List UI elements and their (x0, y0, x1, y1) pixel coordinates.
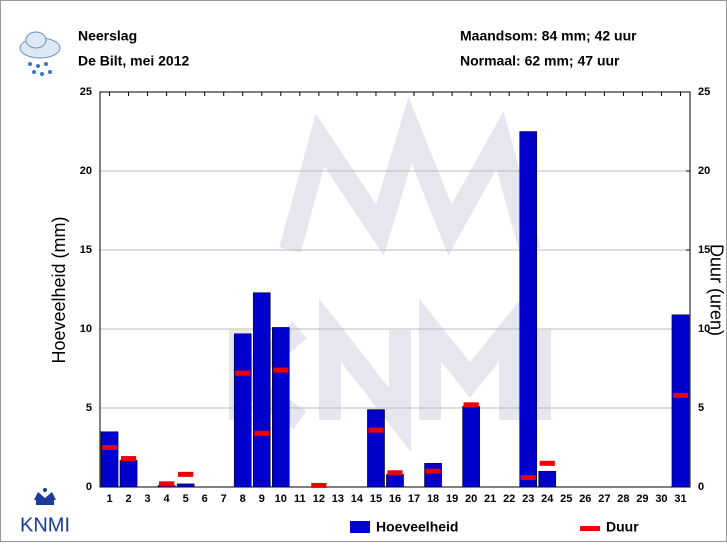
bar (272, 327, 289, 487)
x-tick-label: 1 (106, 493, 112, 505)
x-tick-label: 5 (183, 493, 189, 505)
x-tick-label: 28 (617, 493, 629, 505)
x-tick-label: 21 (484, 493, 496, 505)
y2-tick-label: 20 (698, 165, 710, 177)
duration-mark (102, 445, 117, 450)
y-tick-label: 10 (80, 323, 92, 335)
x-tick-label: 24 (541, 493, 554, 505)
x-tick-label: 3 (145, 493, 151, 505)
x-tick-label: 9 (259, 493, 265, 505)
legend-label: Hoeveelheid (376, 519, 458, 535)
bar (463, 406, 480, 487)
chart: KNMI Neerslag De Bilt, mei 2012 Maandsom… (0, 0, 727, 542)
y-tick-label: 25 (80, 86, 92, 98)
y2-tick-label: 25 (698, 86, 710, 98)
x-tick-label: 8 (240, 493, 246, 505)
y2-tick-label: 5 (698, 402, 704, 414)
x-tick-label: 23 (522, 493, 534, 505)
x-tick-label: 31 (674, 493, 686, 505)
bar (120, 460, 137, 487)
x-tick-label: 12 (313, 493, 325, 505)
legend-swatch (580, 526, 600, 531)
bar (253, 293, 270, 487)
x-tick-label: 20 (465, 493, 477, 505)
duration-mark (178, 472, 193, 477)
chart-title: Neerslag (78, 28, 137, 44)
bar (234, 334, 251, 487)
x-tick-label: 10 (275, 493, 287, 505)
x-tick-label: 2 (125, 493, 131, 505)
y-tick-label: 0 (86, 481, 92, 493)
duration-mark (235, 371, 250, 376)
bar (367, 410, 384, 487)
y2-tick-label: 0 (698, 481, 704, 493)
y-tick-label: 20 (80, 165, 92, 177)
x-tick-label: 17 (408, 493, 420, 505)
duration-mark (521, 475, 536, 480)
bar (520, 132, 537, 488)
bar (539, 471, 556, 487)
x-tick-label: 15 (370, 493, 382, 505)
y-axis-label: Hoeveelheid (mm) (49, 216, 69, 363)
duration-mark (368, 428, 383, 433)
x-tick-label: 27 (598, 493, 610, 505)
duration-mark (159, 481, 174, 486)
duration-mark (425, 469, 440, 474)
x-tick-label: 18 (427, 493, 439, 505)
x-tick-label: 11 (294, 493, 306, 505)
legend-swatch (350, 521, 370, 533)
duration-mark (254, 431, 269, 436)
x-tick-label: 7 (221, 493, 227, 505)
bar (177, 484, 194, 487)
y2-tick-label: 15 (698, 244, 710, 256)
duration-mark (273, 368, 288, 373)
bar (101, 432, 118, 487)
bar (425, 463, 442, 487)
x-tick-label: 22 (503, 493, 515, 505)
duration-mark (311, 483, 326, 488)
legend-label: Duur (606, 519, 639, 535)
bar (672, 315, 689, 487)
annotation: Normaal: 62 mm; 47 uur (460, 53, 620, 69)
x-tick-label: 6 (202, 493, 208, 505)
x-tick-label: 4 (164, 493, 171, 505)
chart-subtitle: De Bilt, mei 2012 (78, 53, 189, 69)
x-tick-label: 25 (560, 493, 572, 505)
x-tick-label: 14 (351, 493, 364, 505)
bar (386, 474, 403, 487)
duration-mark (540, 461, 555, 466)
logo-text: KNMI (20, 514, 70, 536)
y-tick-label: 5 (86, 402, 92, 414)
x-tick-label: 26 (579, 493, 591, 505)
duration-mark (387, 470, 402, 475)
x-tick-label: 30 (655, 493, 667, 505)
x-tick-label: 29 (636, 493, 648, 505)
duration-mark (121, 456, 136, 461)
x-tick-label: 13 (332, 493, 344, 505)
duration-mark (673, 393, 688, 398)
annotation: Maandsom: 84 mm; 42 uur (460, 28, 637, 44)
y2-tick-label: 10 (698, 323, 710, 335)
x-tick-label: 19 (446, 493, 458, 505)
x-tick-label: 16 (389, 493, 401, 505)
y-tick-label: 15 (80, 244, 92, 256)
duration-mark (464, 402, 479, 407)
